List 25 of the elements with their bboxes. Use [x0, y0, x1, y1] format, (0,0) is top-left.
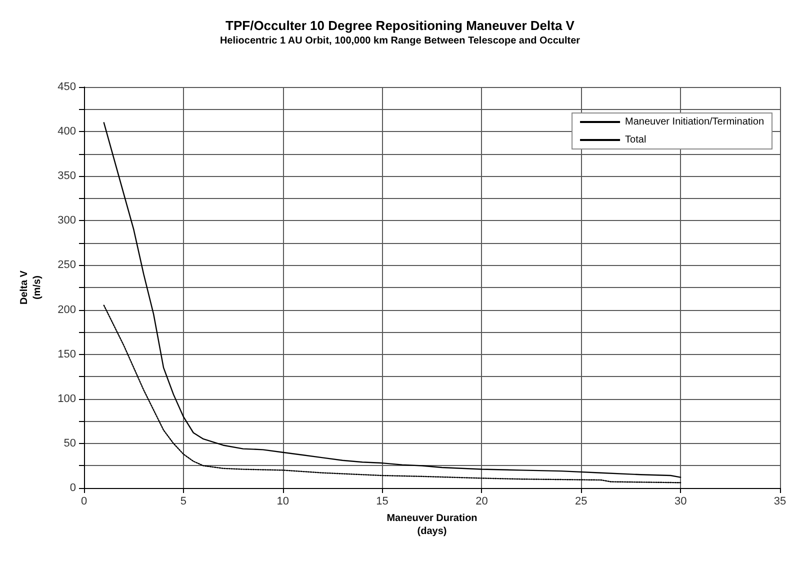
legend-label: Maneuver Initiation/Termination [625, 116, 764, 128]
chart-subtitle: Heliocentric 1 AU Orbit, 100,000 km Range Between Telescope and Occulter [220, 36, 580, 46]
y-tick-label: 150 [58, 348, 76, 360]
x-axis-title: Maneuver Duration (days) [386, 512, 478, 537]
y-tick-label: 0 [70, 482, 76, 494]
x-tick-label: 25 [575, 496, 588, 508]
y-axis-title: Delta V (m/s) [19, 270, 43, 304]
chart-title: TPF/Occulter 10 Degree Repositioning Maneuver Delta V [226, 18, 575, 33]
x-tick-label: 15 [376, 496, 388, 508]
x-tick-label: 20 [476, 496, 488, 508]
x-tick-label: 0 [80, 496, 88, 508]
y-tick-label: 350 [58, 170, 76, 182]
x-tick-label: 10 [276, 496, 289, 508]
y-tick-label: 300 [58, 214, 76, 227]
x-tick-label: 35 [774, 496, 786, 508]
y-tick-label: 100 [58, 392, 76, 405]
x-tick-label: 5 [180, 496, 186, 508]
y-tick-label: 450 [58, 81, 76, 93]
y-tick-label: 250 [58, 259, 76, 272]
line-series [103, 304, 682, 484]
legend-label: Total [625, 134, 646, 146]
y-tick-label: 400 [58, 126, 76, 138]
y-tick-label: 200 [58, 304, 76, 316]
y-tick-label: 50 [64, 437, 76, 450]
x-tick-label: 30 [674, 496, 687, 508]
